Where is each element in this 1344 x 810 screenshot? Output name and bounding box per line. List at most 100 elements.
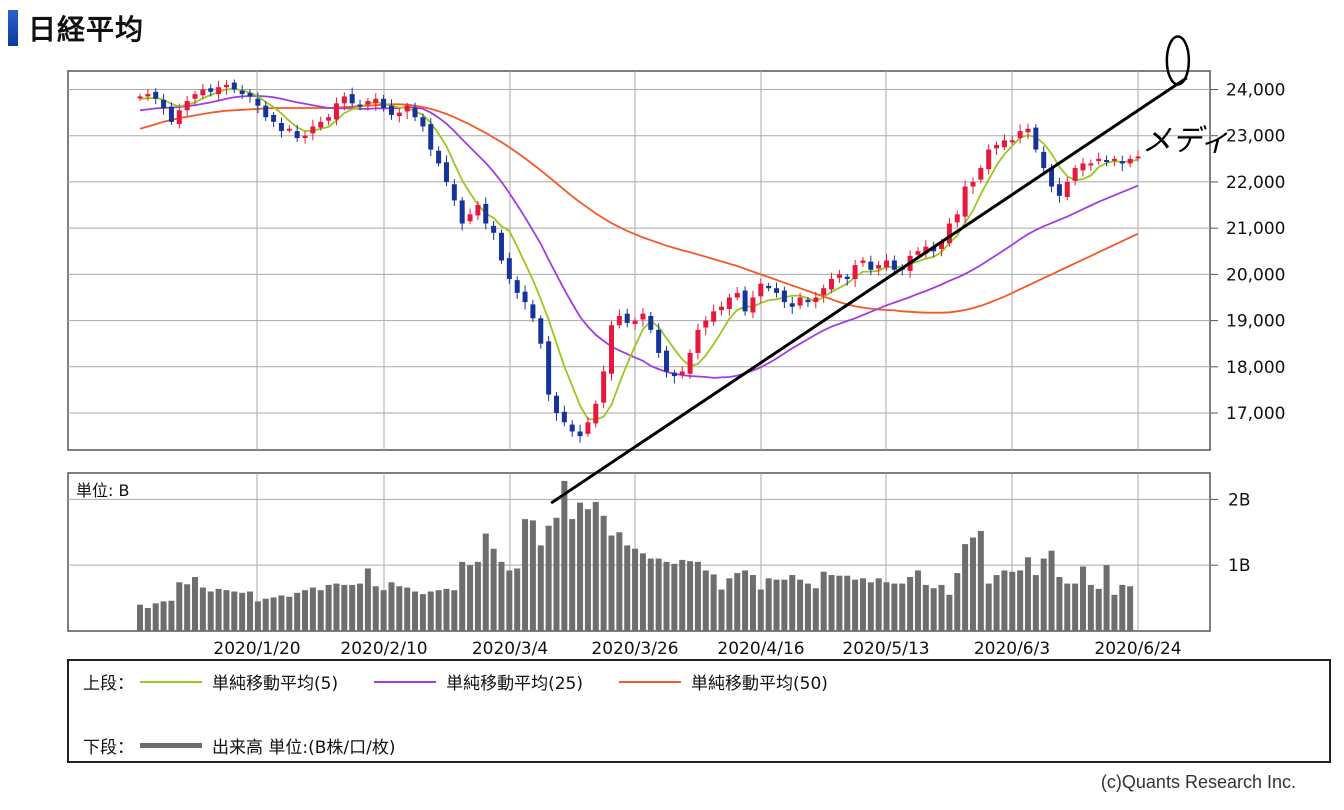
volume-bar [726,578,733,631]
legend-ma50-swatch [619,680,681,683]
volume-bar [309,587,316,631]
volume-bar [1103,565,1110,631]
volume-bar [569,519,576,631]
volume-bar [254,601,261,631]
candle-body [491,225,497,233]
candle-body [664,350,670,372]
candle-body [758,283,764,297]
candle-body [561,411,567,423]
candle-body [632,320,638,325]
candle-body [1056,184,1062,196]
candle-body [711,311,717,322]
volume-bar [632,548,639,631]
price-volume-chart: 2020/1/20 2020/2/10 2020/3/4 2020/3/26 2020/… [67,35,1285,659]
candle-body [506,258,512,279]
volume-bar [168,600,175,631]
candle-body [593,403,599,424]
x-tick-label: 2020/4/16 [717,639,804,659]
volume-bar [1087,584,1094,631]
candle-body [294,131,300,139]
volume-bar [388,582,395,631]
volume-bar [671,563,678,631]
candle-body [781,290,787,303]
volume-bar [883,582,890,631]
candle-body [1001,140,1007,148]
volume-bar [985,583,992,631]
volume-bar [710,574,717,631]
candle-body [868,261,874,270]
candle-body [1080,163,1086,171]
candle-body [1041,151,1047,169]
volume-bar [977,530,984,631]
candle-body [420,117,426,127]
annotation-zero-mark [1165,35,1191,86]
candle-body [719,306,725,311]
y-tick-label: 20,000 [1226,265,1285,285]
volume-bar [781,579,788,631]
candle-body [939,242,945,249]
y-tick-label: 18,000 [1226,358,1285,378]
candle-body [1033,127,1039,150]
volume-unit-label: 単位: B [76,481,129,500]
volume-bar [506,570,513,631]
volume-bar [899,583,906,631]
candle-body [176,110,182,125]
volume-bar [647,558,654,631]
candle-body [734,292,740,298]
candle-body [514,280,520,293]
volume-bar [380,590,387,631]
volume-bar [207,591,214,631]
candle-body [805,299,811,303]
candle-body [860,260,866,263]
volume-bar [718,589,725,631]
candle-body [1135,156,1141,159]
y-tick-label: 23,000 [1226,127,1285,147]
volume-bar [357,583,364,631]
candle-body [852,265,858,279]
volume-bar [907,577,914,631]
volume-bar [946,594,953,631]
volume-bar [333,583,340,631]
volume-bar [584,509,591,631]
volume-bar [993,575,1000,631]
volume-bar [482,533,489,631]
candle-body [530,304,536,319]
title-bar: 日経平均 [8,8,144,48]
candle-body [546,341,552,395]
candle-body [750,297,756,313]
volume-tick-label: 2B [1228,490,1250,510]
volume-bar [922,584,929,631]
volume-bar [797,579,804,631]
volume-bar [663,561,670,631]
volume-bar [962,544,969,631]
candle-body [428,124,434,150]
volume-bar [1064,583,1071,631]
legend-item-ma50: 単純移動平均(50) [613,669,828,694]
candle-body [247,92,253,97]
volume-bar [286,596,293,631]
candle-body [168,106,174,122]
volume-bar [969,537,976,631]
candle-body [278,122,284,132]
legend-ma5-swatch [140,680,202,683]
candle-body [821,288,827,296]
legend-item-ma5: 単純移動平均(5) [134,669,338,694]
candle-body [286,128,292,131]
volume-bar [749,575,756,631]
candle-body [192,94,198,99]
candle-body [263,105,269,118]
candle-body [137,96,143,99]
volume-bar [144,607,151,631]
candle-body [396,112,402,117]
legend-lower-label: 下段： [83,738,134,758]
x-tick-label: 2020/3/26 [591,639,678,659]
volume-bar [545,525,552,631]
candle-body [884,260,890,268]
candle-body [153,91,159,99]
candle-body [640,313,646,320]
candle-body [789,303,795,307]
volume-bar [1032,575,1039,631]
candle-body [1009,140,1015,143]
candle-body [836,274,842,278]
y-tick-label: 19,000 [1226,312,1285,332]
